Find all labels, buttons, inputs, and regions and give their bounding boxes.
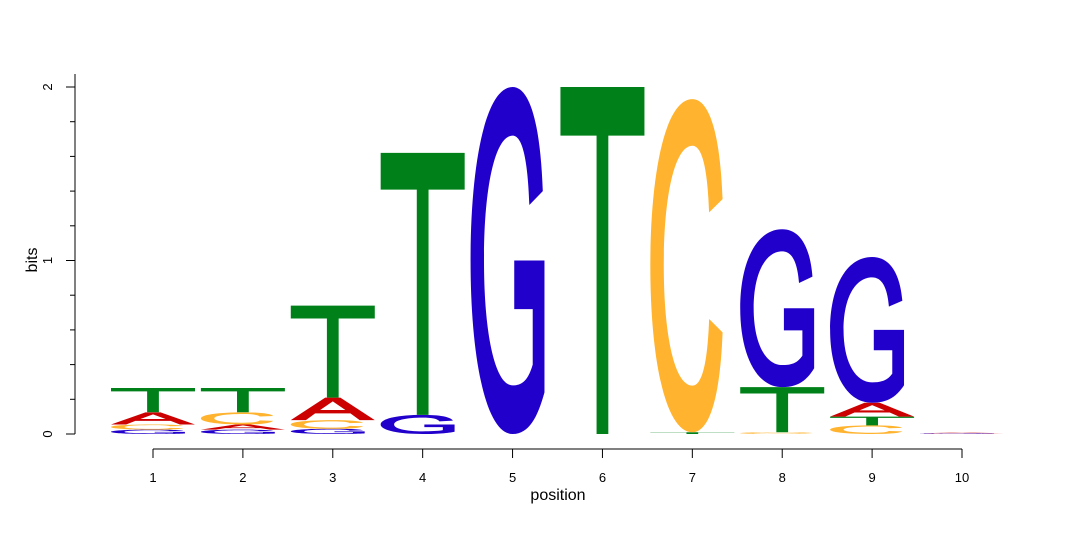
letter-C-pos-1 — [111, 424, 184, 430]
y-tick-label: 0 — [40, 430, 55, 437]
y-tick-label: 2 — [40, 83, 55, 90]
letter-T-pos-9 — [830, 416, 915, 426]
letter-G-pos-1 — [111, 429, 185, 434]
letter-C-pos-7 — [650, 99, 723, 433]
y-axis-label: bits — [24, 248, 41, 273]
letter-A-pos-1 — [111, 412, 195, 425]
x-tick-label: 1 — [149, 470, 156, 485]
x-tick-label: 6 — [599, 470, 606, 485]
x-tick-label: 4 — [419, 470, 426, 485]
x-tick-label: 3 — [329, 470, 336, 485]
letter-G-pos-4 — [380, 414, 455, 434]
letter-T-pos-8 — [740, 387, 825, 433]
x-tick-label: 5 — [509, 470, 516, 485]
letter-A-pos-10 — [920, 432, 1004, 434]
letter-T-pos-1 — [111, 388, 195, 413]
letter-G-pos-5 — [470, 87, 545, 434]
letter-A-pos-3 — [290, 397, 375, 421]
x-tick-label: 9 — [868, 470, 875, 485]
letter-C-pos-2 — [200, 412, 274, 425]
x-axis-label: position — [530, 487, 585, 504]
letter-C-pos-8 — [740, 432, 813, 434]
letter-A-pos-9 — [830, 402, 915, 417]
x-tick-label: 8 — [779, 470, 786, 485]
x-axis-ticks: 1 2 3 4 5 6 7 8 9 10 — [149, 449, 969, 485]
letter-G-pos-8 — [740, 229, 815, 388]
letter-T-pos-4 — [380, 152, 465, 415]
x-tick-label: 7 — [689, 470, 696, 485]
letter-T-pos-2 — [200, 388, 285, 413]
letter-T-pos-7 — [650, 432, 735, 434]
y-tick-label: 1 — [40, 257, 55, 264]
letter-C-pos-3 — [290, 420, 364, 429]
letter-G-pos-10 — [920, 433, 994, 434]
x-tick-label: 10 — [955, 470, 969, 485]
letter-T-pos-6 — [560, 87, 645, 434]
letter-G-pos-3 — [290, 428, 365, 434]
logo-marks — [111, 87, 1004, 434]
letter-T-pos-3 — [290, 305, 375, 398]
letter-C-pos-9 — [830, 425, 903, 434]
letter-A-pos-2 — [200, 424, 285, 430]
letter-G-pos-2 — [200, 429, 275, 434]
letter-G-pos-9 — [830, 257, 905, 403]
x-tick-label: 2 — [239, 470, 246, 485]
y-axis-ticks: 0 1 2 — [40, 83, 75, 438]
